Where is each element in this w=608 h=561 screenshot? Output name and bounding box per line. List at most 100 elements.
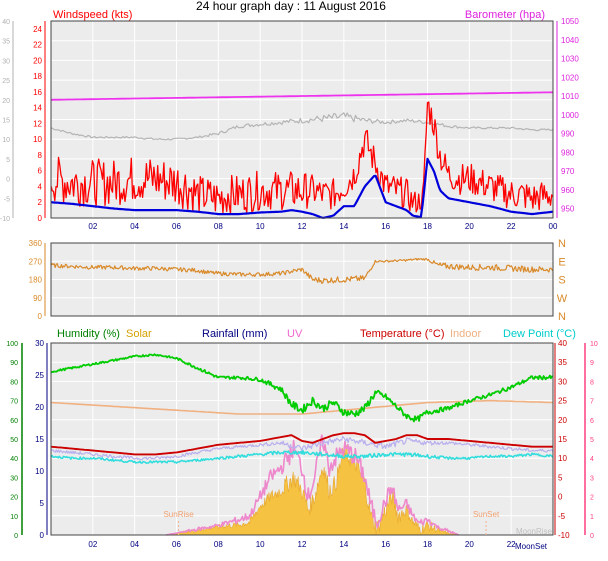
windspeed-tick-label: 6: [38, 167, 43, 176]
compass-label: S: [558, 275, 565, 287]
secondary-tick-label: 30: [2, 58, 10, 65]
legend-entry: Temperature (°C): [360, 328, 444, 340]
time-tick-label: 10: [256, 222, 265, 231]
time-tick-label: 20: [465, 222, 474, 231]
barometer-tick-label: 1000: [561, 111, 579, 120]
rainfall-tick-label: 0: [40, 531, 45, 540]
uv-tick-label: 5: [590, 437, 594, 444]
temperature-line: [50, 432, 553, 456]
rainfall-tick-label: 30: [35, 339, 44, 348]
barometer-tick-label: 970: [561, 167, 575, 176]
barometer-tick-label: 960: [561, 186, 575, 195]
uv-tick-label: 0: [590, 533, 594, 540]
uv-tick-label: 8: [590, 379, 594, 386]
uv-line: [165, 434, 460, 536]
weather-panel-frame: [50, 342, 554, 536]
time-tick-label: 06: [172, 222, 181, 231]
time-tick-label: 04: [130, 540, 139, 549]
temperature-tick-label: 5: [558, 473, 563, 482]
uv-tick-label: 2: [590, 495, 594, 502]
uv-tick-label: 10: [590, 341, 598, 348]
uv-tick-label: 3: [590, 475, 594, 482]
direction-tick-label: 180: [29, 276, 43, 285]
humidity-tick-label: 30: [10, 475, 18, 482]
barometer-tick-label: 1030: [561, 55, 579, 64]
secondary-tick-label: 15: [2, 118, 10, 125]
annotation-label: MoonRise: [516, 527, 553, 536]
time-tick-label: 18: [423, 222, 432, 231]
time-tick-label: 14: [339, 540, 348, 549]
barometer-tick-label: 1010: [561, 92, 579, 101]
windspeed-axis-title: Windspeed (kts): [53, 9, 132, 21]
wind-average-line: [50, 157, 554, 219]
barometer-tick-label: 1020: [561, 73, 579, 82]
temperature-tick-label: -10: [558, 531, 570, 540]
windspeed-tick-label: 24: [33, 25, 42, 34]
wind-direction-line: [50, 257, 554, 284]
time-tick-label: 12: [298, 540, 307, 549]
uv-tick-label: 4: [590, 456, 594, 463]
windspeed-tick-label: 2: [38, 198, 43, 207]
humidity-tick-label: 20: [10, 495, 18, 502]
humidity-tick-label: 40: [10, 456, 18, 463]
temperature-tick-label: 15: [558, 435, 567, 444]
direction-tick-label: 360: [29, 239, 43, 248]
compass-label: E: [558, 256, 565, 268]
annotation-label: SunRise: [163, 510, 194, 519]
direction-tick-label: 90: [33, 294, 42, 303]
windspeed-tick-label: 14: [33, 104, 42, 113]
time-tick-label: 16: [381, 540, 390, 549]
chart-title: 24 hour graph day : 11 August 2016: [196, 0, 386, 13]
secondary-tick-label: 5: [6, 157, 10, 164]
direction-tick-label: 0: [38, 312, 43, 321]
direction-tick-label: 270: [29, 257, 43, 266]
direction-panel-frame: [50, 242, 554, 317]
windspeed-tick-label: 20: [33, 56, 42, 65]
windspeed-tick-label: 18: [33, 72, 42, 81]
time-tick-label: 12: [298, 222, 307, 231]
time-tick-label: 14: [339, 222, 348, 231]
barometer-axis-title: Barometer (hpa): [465, 9, 545, 21]
legend-entry: Dew Point (°C): [503, 328, 576, 340]
time-tick-label: 22: [507, 540, 516, 549]
rainfall-tick-label: 25: [35, 371, 44, 380]
temperature-tick-label: 30: [558, 377, 567, 386]
time-tick-label: 08: [214, 540, 223, 549]
time-tick-label: 02: [88, 222, 97, 231]
legend-entry: Rainfall (mm): [202, 328, 267, 340]
barometer-tick-label: 950: [561, 205, 575, 214]
time-tick-label: 08: [214, 222, 223, 231]
time-tick-label: 20: [465, 540, 474, 549]
windspeed-line: [50, 101, 554, 215]
humidity-tick-label: 10: [10, 514, 18, 521]
humidity-tick-label: 100: [6, 341, 18, 348]
uv-tick-label: 9: [590, 360, 594, 367]
secondary-tick-label: -5: [4, 196, 10, 203]
humidity-tick-label: 0: [14, 533, 18, 540]
uv-tick-label: 1: [590, 514, 594, 521]
rainfall-tick-label: 10: [35, 467, 44, 476]
compass-label: W: [557, 293, 568, 305]
time-tick-label: 00: [549, 222, 558, 231]
barometer-tick-label: 990: [561, 130, 575, 139]
time-tick-label: 04: [130, 222, 139, 231]
temperature-tick-label: 20: [558, 416, 567, 425]
barometer-tick-label: 980: [561, 148, 575, 157]
secondary-tick-label: 10: [2, 137, 10, 144]
rainfall-tick-label: 20: [35, 403, 44, 412]
dew-point-line: [50, 449, 554, 464]
uv-tick-label: 6: [590, 418, 594, 425]
humidity-tick-label: 60: [10, 418, 18, 425]
windspeed-tick-label: 8: [38, 151, 43, 160]
time-tick-label: 02: [88, 540, 97, 549]
temperature-tick-label: 10: [558, 454, 567, 463]
uv-tick-label: 7: [590, 399, 594, 406]
time-tick-label: 18: [423, 540, 432, 549]
secondary-tick-label: -10: [0, 216, 10, 223]
barometer-tick-label: 1050: [561, 17, 579, 26]
time-tick-label: 16: [381, 222, 390, 231]
humidity-tick-label: 90: [10, 360, 18, 367]
time-tick-label: 22: [507, 222, 516, 231]
secondary-tick-label: 20: [2, 98, 10, 105]
windspeed-tick-label: 10: [33, 135, 42, 144]
